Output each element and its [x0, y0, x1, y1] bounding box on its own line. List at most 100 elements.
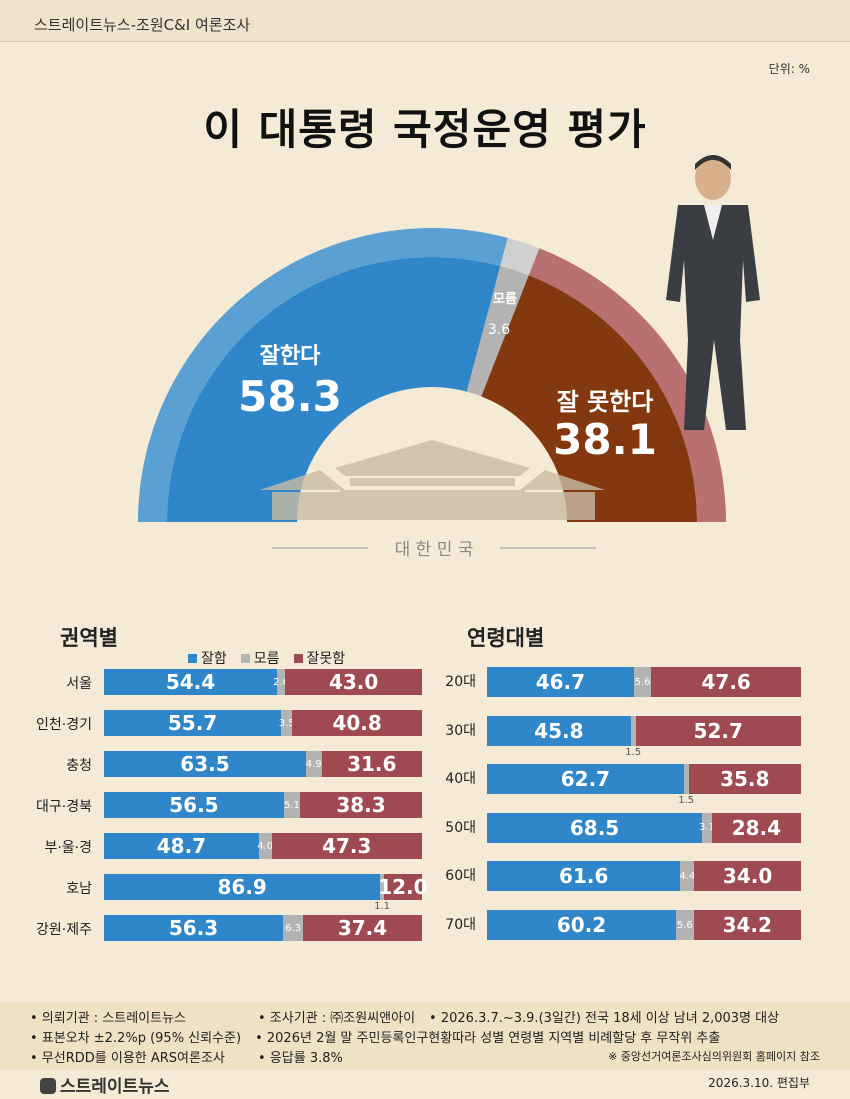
bar-unknown: 3.1 [699, 812, 715, 843]
gauge-segment-bad [481, 275, 697, 522]
info-row: • 표본오차 ±2.2%p (95% 신뢰수준) • 2026년 2월 말 주민… [30, 1026, 820, 1046]
bar-good: 56.5 [104, 792, 284, 818]
bar-row: 86.9 1.1 12.0 [104, 874, 428, 912]
row-label: 60대 [445, 868, 476, 885]
bar-good: 61.6 [487, 861, 681, 892]
gauge-segment-unknown [466, 265, 529, 397]
page-title: 이 대통령 국정운영 평가 [203, 105, 647, 154]
unknown-value: 3.6 [487, 322, 511, 338]
gauge-segment-good [167, 257, 501, 522]
legend: 잘함 모름 잘못함 [188, 648, 345, 668]
bar-unknown: 3.5 [279, 710, 295, 736]
bar-unknown: 5.6 [633, 667, 652, 697]
bar-row: 45.8 1.5 52.7 [487, 715, 801, 758]
bar-row: 55.7 3.5 40.8 [104, 710, 422, 736]
bar-good: 55.7 [104, 710, 282, 736]
bar-row: 56.3 6.3 37.4 [104, 915, 422, 941]
bar-row: 63.5 4.9 31.6 [104, 751, 422, 777]
bar-row: 68.5 3.1 28.4 [487, 812, 801, 843]
bar-unknown: 6.3 [283, 915, 304, 941]
logo-icon [40, 1078, 56, 1094]
bar-row: 46.7 5.6 47.6 [487, 667, 801, 697]
bar-good: 68.5 [487, 812, 703, 843]
bar-unknown: 4.4 [679, 861, 695, 892]
emblem-text: 대 한 민 국 [395, 540, 474, 560]
bar-good: 46.7 [487, 667, 634, 697]
unit-label: 단위: % [768, 62, 810, 76]
age-title: 연령대별 [467, 626, 545, 650]
gauge-chart: 대 한 민 국 [138, 228, 726, 560]
row-label: 인천·경기 [36, 717, 92, 733]
bar-good: 62.7 [487, 764, 684, 795]
bar-row: 60.2 5.6 34.2 [487, 910, 801, 940]
bar-bad: 34.2 [693, 910, 801, 940]
bar-unknown: 1.5 [678, 764, 694, 806]
publish-date: 2026.3.10. 편집부 [708, 1076, 810, 1090]
blue-house-emblem [260, 440, 605, 520]
bar-bad: 35.8 [688, 764, 801, 795]
info-note: ※ 중앙선거여론조사심의위원회 홈페이지 참조 [608, 1050, 820, 1063]
bar-unknown: 5.1 [283, 792, 301, 818]
bar-unknown: 1.5 [625, 715, 641, 758]
source-label: 스트레이트뉴스-조원C&I 여론조사 [34, 16, 251, 34]
survey-info: • 의뢰기관 : 스트레이트뉴스 • 조사기관 : ㈜조원씨앤아이 • 2026… [0, 1002, 850, 1070]
info-line: • 2026.3.7.~3.9.(3일간) 전국 18세 이상 남녀 2,003… [429, 1010, 780, 1026]
info-line: • 의뢰기관 : 스트레이트뉴스 [30, 1010, 187, 1026]
bar-row: 62.7 1.5 35.8 [487, 764, 801, 806]
bar-bad: 52.7 [635, 715, 801, 746]
gauge-rim-good [138, 228, 508, 523]
bar-bad: 47.3 [271, 833, 422, 859]
info-row: • 무선RDD를 이용한 ARS여론조사 • 응답률 3.8% ※ 중앙선거여론… [30, 1046, 820, 1066]
bar-unknown: 4.0 [257, 833, 273, 859]
row-label: 서울 [66, 676, 92, 692]
bar-unknown-label: 1.5 [625, 746, 642, 758]
bar-row: 48.7 4.0 47.3 [104, 833, 422, 859]
row-label: 부·울·경 [44, 840, 92, 856]
bar-unknown: 5.6 [676, 910, 694, 940]
legend-unknown: 모름 [240, 648, 280, 668]
bar-unknown-label: 1.1 [374, 901, 391, 912]
bar-row: 56.5 5.1 38.3 [104, 792, 422, 818]
bad-value: 38.1 [553, 415, 657, 464]
row-label: 대구·경북 [36, 799, 92, 815]
row-label: 강원·제주 [36, 922, 92, 938]
row-label: 충청 [66, 758, 92, 774]
bar-unknown: 4.9 [306, 751, 322, 777]
row-label: 40대 [445, 771, 476, 788]
regional-title: 권역별 [60, 626, 118, 650]
info-line: • 응답률 3.8% [258, 1050, 343, 1066]
bar-bad: 43.0 [285, 669, 422, 695]
bar-good: 56.3 [104, 915, 284, 941]
info-line: • 조사기관 : ㈜조원씨앤아이 [258, 1010, 416, 1026]
good-label: 잘한다 [259, 344, 321, 369]
bar-bad: 34.0 [694, 861, 801, 892]
bar-unknown: 2.6 [273, 669, 289, 695]
bar-good: 86.9 [104, 874, 381, 900]
logo: 스트레이트뉴스 [40, 1072, 169, 1097]
info-line: • 2026년 2월 말 주민등록인구현황따라 성별 연령별 지역별 비례할당 … [255, 1030, 721, 1046]
row-label: 20대 [445, 674, 476, 690]
info-line: • 표본오차 ±2.2%p (95% 신뢰수준) [30, 1030, 242, 1046]
president-photo [666, 155, 760, 430]
bar-good: 60.2 [487, 910, 677, 940]
bar-bad: 40.8 [292, 710, 422, 736]
bar-unknown-label: 1.5 [678, 795, 695, 807]
bar-bad: 28.4 [711, 812, 801, 843]
legend-good: 잘함 [188, 648, 227, 668]
bar-good: 63.5 [104, 751, 306, 777]
bad-label: 잘 못한다 [556, 388, 654, 416]
bar-bad: 38.3 [300, 792, 422, 818]
bar-bad: 47.6 [651, 667, 801, 697]
bar-bad: 31.6 [321, 751, 422, 777]
header-bar: 스트레이트뉴스-조원C&I 여론조사 [0, 0, 850, 42]
legend-bad: 잘못함 [293, 648, 345, 668]
row-label: 50대 [445, 819, 476, 836]
bar-good: 48.7 [104, 833, 259, 859]
bar-bad: 37.4 [303, 915, 422, 941]
bar-unknown: 1.1 [374, 874, 390, 912]
bar-row: 61.6 4.4 34.0 [487, 861, 801, 892]
good-value: 58.3 [238, 372, 342, 421]
row-label: 호남 [66, 881, 92, 897]
row-label: 30대 [445, 722, 476, 739]
gauge-rim-unknown [500, 237, 540, 276]
